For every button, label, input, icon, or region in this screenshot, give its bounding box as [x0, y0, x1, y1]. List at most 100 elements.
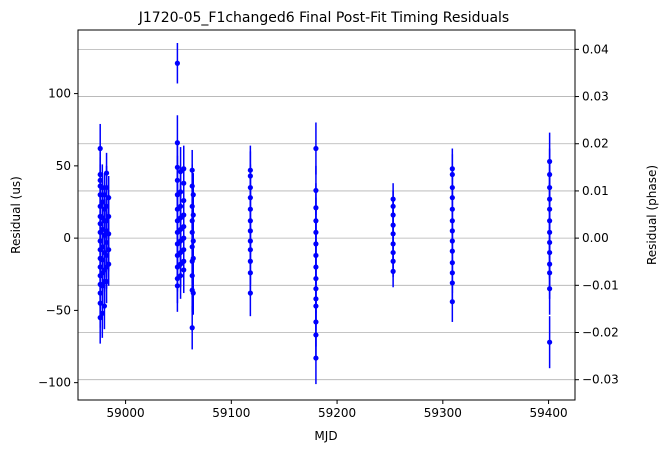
y-axis-title-right: Residual (phase) — [645, 165, 659, 265]
data-point — [189, 203, 195, 209]
data-point — [390, 249, 396, 256]
data-point — [106, 261, 112, 267]
y-tick-label: 0 — [63, 231, 71, 245]
data-point — [99, 257, 105, 263]
data-point — [547, 206, 553, 212]
data-point — [547, 218, 553, 224]
error-bars — [99, 43, 551, 385]
data-point — [449, 195, 455, 201]
data-point — [547, 261, 553, 267]
data-point — [190, 255, 196, 261]
data-point — [247, 238, 253, 244]
data-point — [390, 212, 396, 218]
data-point — [99, 184, 105, 191]
data-point — [190, 192, 196, 198]
data-point — [390, 231, 396, 237]
x-axis-title: MJD — [314, 429, 337, 443]
y-right-tick-label: 0.01 — [582, 184, 609, 198]
data-point — [190, 290, 196, 296]
data-point — [313, 275, 319, 282]
data-point — [97, 264, 103, 270]
data-point — [189, 183, 195, 189]
y-right-tick-label: 0.00 — [582, 231, 609, 245]
data-point — [174, 60, 180, 66]
data-point — [313, 286, 319, 292]
data-point — [247, 167, 253, 173]
data-point — [101, 303, 108, 309]
data-point — [247, 195, 253, 201]
y-axis-left: −100 −50 0 50 100 — [38, 87, 78, 390]
data-point — [247, 247, 253, 253]
data-point — [106, 231, 112, 237]
y-right-tick-label: 0.03 — [582, 90, 609, 104]
y-right-tick-label: −0.03 — [582, 373, 619, 387]
data-point — [390, 241, 396, 247]
data-point — [390, 196, 396, 202]
data-point — [181, 212, 187, 218]
y-tick-label: −100 — [38, 376, 71, 390]
data-point — [181, 258, 187, 264]
data-point — [449, 238, 455, 244]
x-tick-label: 59300 — [424, 406, 462, 420]
data-point — [181, 247, 187, 253]
data-point — [174, 164, 180, 170]
data-point — [97, 177, 103, 183]
x-tick-label: 59100 — [212, 406, 250, 420]
data-point — [177, 273, 184, 279]
data-point — [189, 244, 195, 250]
data-point — [181, 166, 187, 172]
data-point — [99, 310, 105, 316]
y-tick-label: 50 — [56, 159, 71, 173]
data-point — [189, 218, 195, 224]
y-axis-right: −0.03 −0.02 −0.01 0.00 0.01 0.02 0.03 0.04 — [575, 42, 619, 387]
data-point — [390, 268, 396, 274]
data-point — [174, 177, 180, 183]
data-point — [189, 229, 195, 235]
data-point — [547, 171, 553, 178]
y-right-tick-label: −0.01 — [582, 278, 619, 292]
data-point — [247, 173, 253, 179]
x-tick-label: 59400 — [529, 406, 567, 420]
plot-frame — [77, 29, 576, 401]
data-point — [547, 249, 553, 256]
data-point — [247, 270, 253, 276]
data-point — [313, 229, 319, 235]
y-right-tick-label: −0.02 — [582, 326, 619, 340]
data-point — [103, 278, 110, 285]
data-point — [313, 296, 319, 302]
x-axis: 59000 59100 59200 59300 59400 — [106, 400, 568, 420]
data-point — [103, 184, 110, 191]
data-point — [190, 212, 196, 218]
data-point — [313, 241, 319, 247]
y-axis-title-left: Residual (us) — [9, 176, 23, 254]
data-point — [449, 280, 455, 286]
data-point — [313, 187, 319, 194]
data-point — [189, 273, 195, 279]
data-point — [547, 196, 553, 202]
data-point — [103, 218, 110, 224]
data-point — [97, 221, 103, 227]
data-point — [390, 203, 396, 209]
data-point — [313, 145, 319, 152]
data-point — [390, 258, 396, 264]
grid-lines — [78, 48, 575, 381]
y-right-tick-label: 0.02 — [582, 137, 609, 151]
data-point — [103, 203, 110, 209]
data-point — [547, 339, 553, 345]
data-point — [313, 319, 319, 325]
data-point — [174, 140, 180, 146]
data-point — [181, 223, 187, 230]
data-point — [449, 248, 455, 254]
data-point — [449, 184, 455, 191]
data-point — [106, 247, 112, 253]
data-point — [247, 184, 253, 191]
y-tick-label: −50 — [46, 303, 71, 317]
data-point — [97, 238, 103, 244]
data-point — [190, 238, 196, 244]
data-point — [547, 184, 553, 191]
data-point — [449, 270, 455, 276]
data-point — [97, 192, 103, 198]
data-point — [313, 264, 319, 270]
data-point — [181, 197, 187, 204]
data-point — [247, 290, 253, 296]
